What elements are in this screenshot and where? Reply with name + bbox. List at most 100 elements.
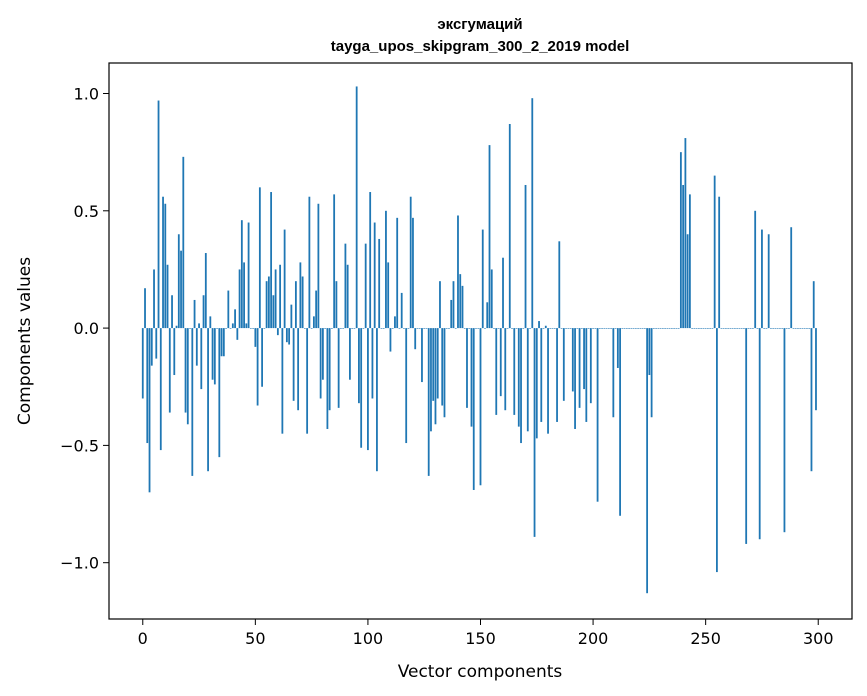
bar-176 — [538, 321, 540, 329]
bar-47 — [247, 222, 250, 329]
bar-221 — [639, 328, 642, 329]
bar-20 — [186, 328, 189, 425]
bar-244 — [691, 328, 694, 329]
bar-140 — [457, 215, 459, 329]
bar-240 — [682, 184, 685, 329]
bar-100 — [367, 328, 369, 451]
bar-132 — [439, 281, 441, 329]
bar-108 — [385, 210, 387, 329]
bar-128 — [430, 328, 432, 432]
bar-1 — [144, 288, 146, 329]
bar-18 — [182, 156, 185, 329]
bar-172 — [529, 328, 531, 329]
bar-167 — [517, 328, 520, 427]
bar-11 — [166, 264, 169, 329]
bar-203 — [598, 328, 601, 329]
bar-171 — [526, 328, 529, 432]
bar-80 — [321, 328, 324, 380]
bar-185 — [558, 241, 561, 329]
bar-84 — [331, 328, 333, 329]
bar-247 — [698, 328, 700, 329]
bar-217 — [630, 328, 633, 329]
bar-10 — [164, 203, 167, 329]
bar-296 — [808, 328, 811, 329]
bar-170 — [524, 184, 527, 329]
bar-260 — [727, 328, 730, 329]
bar-268 — [745, 328, 748, 544]
bar-71 — [301, 276, 304, 329]
bar-28 — [204, 253, 207, 329]
x-tick-label-250: 250 — [690, 629, 721, 648]
bar-156 — [493, 328, 495, 329]
bar-9 — [162, 196, 164, 329]
bar-66 — [290, 304, 293, 329]
y-tick-label-1: −0.5 — [60, 436, 99, 455]
bar-2 — [146, 328, 149, 444]
bar-278 — [767, 234, 770, 329]
bar-60 — [276, 328, 279, 336]
bar-259 — [725, 328, 727, 329]
bar-51 — [256, 328, 259, 406]
bar-255 — [716, 328, 718, 573]
bar-139 — [454, 328, 457, 329]
bar-248 — [700, 328, 703, 329]
bar-180 — [547, 328, 549, 434]
plot-frame — [108, 62, 853, 620]
bar-129 — [432, 328, 435, 401]
bar-276 — [763, 328, 766, 329]
bar-96 — [358, 328, 360, 404]
bar-82 — [326, 328, 329, 429]
bar-228 — [655, 328, 658, 329]
bar-190 — [569, 328, 572, 329]
bar-270 — [749, 328, 752, 329]
bar-53 — [261, 328, 263, 387]
bar-117 — [405, 328, 408, 444]
bar-205 — [603, 328, 606, 329]
bar-81 — [324, 328, 327, 329]
bar-293 — [801, 328, 804, 329]
y-tick-label-3: 0.5 — [74, 202, 99, 221]
bar-7 — [157, 100, 160, 329]
bar-33 — [216, 328, 218, 329]
bar-133 — [441, 328, 444, 406]
y-axis-label: Components values — [15, 257, 35, 425]
bar-253 — [711, 328, 714, 329]
bar-14 — [173, 328, 176, 376]
bar-274 — [758, 328, 761, 540]
bar-249 — [702, 328, 705, 329]
bar-219 — [634, 328, 637, 329]
bar-256 — [718, 196, 721, 329]
bar-72 — [303, 328, 306, 329]
x-tick-label-100: 100 — [353, 629, 384, 648]
bar-13 — [171, 295, 173, 329]
bar-45 — [243, 262, 245, 329]
bar-195 — [580, 328, 583, 329]
bar-75 — [310, 328, 313, 329]
bar-160 — [502, 257, 504, 329]
bar-158 — [497, 328, 500, 329]
bar-25 — [198, 323, 200, 329]
bar-12 — [168, 328, 171, 413]
bar-189 — [567, 328, 570, 329]
bar-224 — [646, 328, 649, 594]
bar-106 — [380, 328, 383, 329]
bar-121 — [414, 328, 417, 350]
x-axis-label: Vector components — [398, 662, 563, 682]
bar-115 — [400, 292, 403, 329]
bar-243 — [688, 194, 691, 329]
bar-286 — [785, 328, 788, 329]
bar-222 — [641, 328, 644, 329]
bar-73 — [306, 328, 309, 434]
bar-197 — [585, 328, 588, 422]
bar-97 — [360, 328, 363, 448]
bar-29 — [207, 328, 209, 472]
bar-74 — [308, 196, 311, 329]
bar-56 — [267, 276, 270, 329]
bar-136 — [448, 328, 450, 329]
bar-218 — [632, 328, 635, 329]
bar-201 — [594, 328, 597, 329]
bar-70 — [299, 262, 302, 329]
bar-113 — [396, 217, 399, 329]
x-tick-label-300: 300 — [803, 629, 834, 648]
bar-39 — [229, 328, 232, 329]
